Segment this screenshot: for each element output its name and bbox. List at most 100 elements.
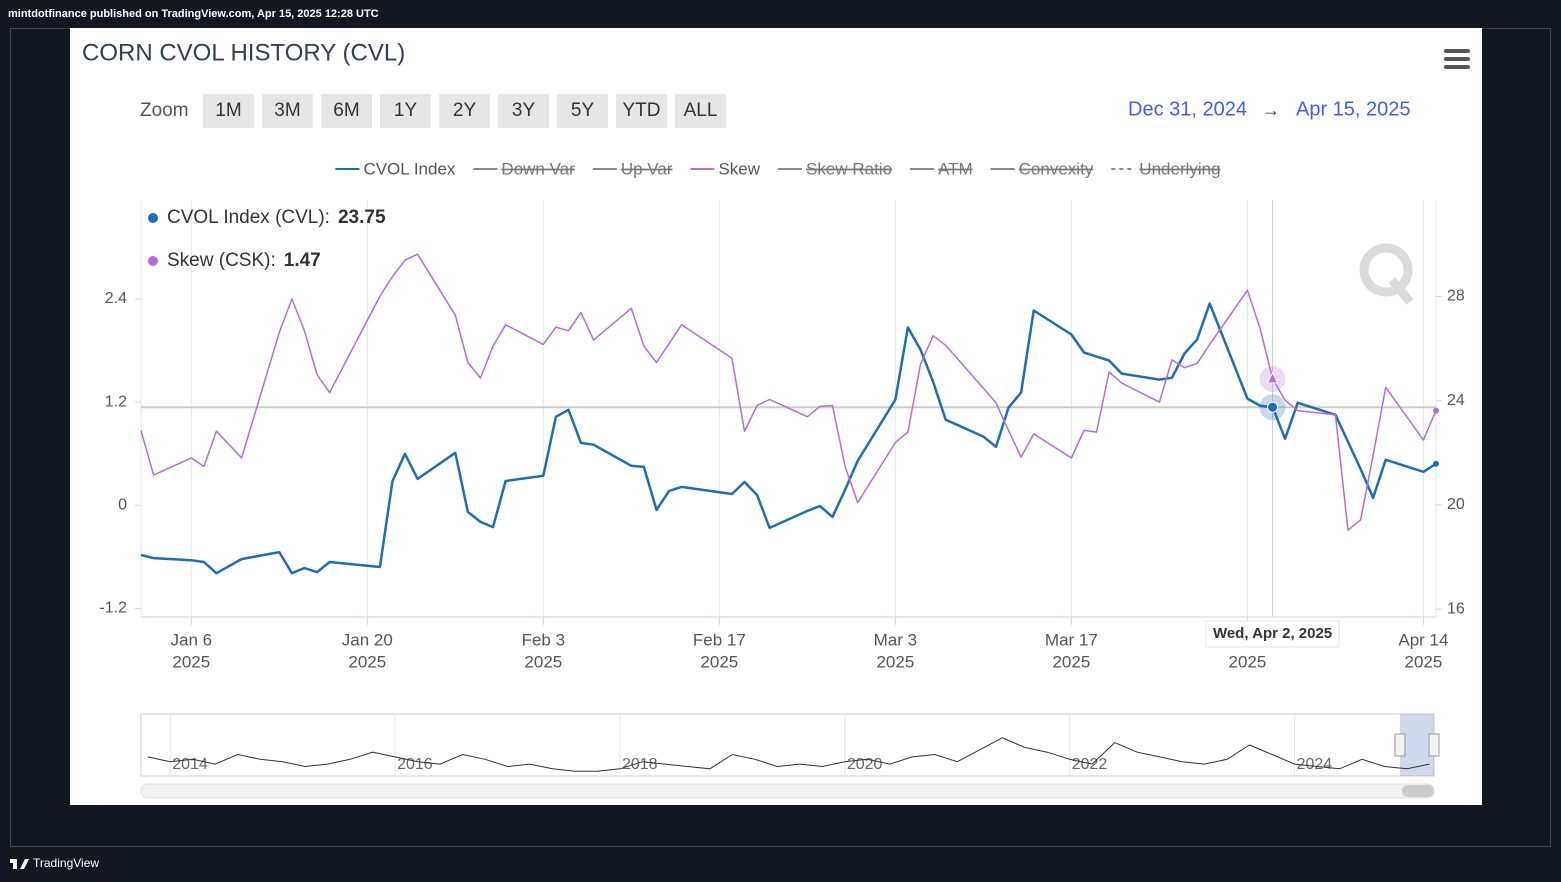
end-marker (1433, 460, 1439, 467)
watermark (1359, 243, 1414, 305)
menu-button[interactable] (1444, 49, 1470, 69)
zoom-button[interactable]: 1Y (380, 94, 431, 128)
range-sep: → (1262, 100, 1280, 120)
hover-marker (1266, 371, 1279, 384)
watermark-ring (1359, 243, 1413, 297)
navigator-tick-label: 2022 (1072, 756, 1108, 773)
zoom-button-label: 5Y (571, 100, 595, 121)
tooltip-series-label: Skew (CSK): (167, 250, 276, 271)
tooltip-date-box (1205, 620, 1340, 648)
legend-item[interactable]: CVOL Index (335, 159, 456, 178)
zoom-button-bg (380, 94, 431, 128)
tooltip-series-label: CVOL Index (CVL): (167, 207, 330, 228)
legend-item[interactable]: Skew Ratio (778, 159, 892, 178)
zoom-button[interactable]: ALL (675, 94, 726, 128)
series-line (140, 253, 1437, 531)
tradingview-logo (10, 859, 29, 869)
x-tick-year: 2025 (172, 652, 210, 671)
zoom-button-bg (557, 94, 608, 128)
zoom-button[interactable]: 6M (321, 94, 372, 128)
scrollbar-track[interactable] (140, 783, 1435, 799)
legend-label: Down Var (501, 159, 575, 178)
legend-label: Underlying (1139, 159, 1220, 178)
x-tick-label: Mar 3 (874, 630, 917, 649)
zoom-button-bg (616, 94, 667, 128)
zoom-button-label: 3M (274, 100, 300, 121)
zoom-button-label: 3Y (512, 100, 536, 121)
zoom-button-label: YTD (623, 100, 661, 121)
zoom-button[interactable]: 1M (203, 94, 254, 128)
tooltip-date: Wed, Apr 2, 2025 (1213, 625, 1332, 642)
range-from: Dec 31, 2024 (1128, 98, 1247, 120)
zoom-button-label: 2Y (453, 100, 477, 121)
legend-item[interactable]: Convexity (990, 159, 1094, 178)
zoom-button-bg (321, 94, 372, 128)
menu-bar (1444, 49, 1470, 53)
x-tick-label: Jan 20 (342, 630, 393, 649)
zoom-button[interactable]: YTD (616, 94, 667, 128)
legend-label: Skew (718, 159, 760, 178)
x-tick-label: Apr 14 (1398, 630, 1448, 649)
footer-brand: TradingView (33, 856, 99, 870)
y-tick-label: 1.2 (105, 393, 127, 410)
navigator-tick-label: 2018 (622, 756, 658, 773)
zoom-button-bg (439, 94, 490, 128)
zoom-button-bg (498, 94, 549, 128)
legend-label: Up Var (621, 159, 673, 178)
scrollbar-thumb[interactable] (1402, 785, 1434, 797)
legend-item[interactable]: Up Var (592, 159, 673, 178)
zoom-button[interactable]: 2Y (439, 94, 490, 128)
navigator-tick-label: 2014 (172, 756, 208, 773)
end-marker (1433, 407, 1439, 414)
x-tick-year: 2025 (876, 652, 914, 671)
logo-part (13, 859, 17, 869)
zoom-button-label: 1M (215, 100, 241, 121)
x-tick-year: 2025 (524, 652, 562, 671)
menu-bar (1444, 57, 1470, 61)
legend-label: ATM (938, 159, 973, 178)
tooltip-value: 1.47 (284, 250, 321, 271)
navigator-tick-label: 2016 (397, 756, 433, 773)
publish-header: mintdotfinance published on TradingView.… (8, 8, 379, 20)
x-tick-label: Mar 17 (1045, 630, 1098, 649)
legend-label: CVOL Index (363, 159, 455, 178)
zoom-button-bg (203, 94, 254, 128)
y2-tick-label: 16 (1447, 600, 1465, 617)
legend-item[interactable]: ATM (910, 159, 973, 178)
x-tick-year: 2025 (1228, 652, 1266, 671)
navigator-handle[interactable] (1394, 733, 1406, 757)
logo-part (20, 859, 29, 869)
navigator-selection[interactable] (1400, 714, 1434, 776)
tooltip-dot (148, 213, 158, 223)
menu-bar (1444, 65, 1470, 69)
x-tick-year: 2025 (700, 652, 738, 671)
zoom-label: Zoom (140, 100, 189, 121)
legend-label: Skew Ratio (806, 159, 892, 178)
chart-title: CORN CVOL HISTORY (CVL) (82, 39, 405, 66)
zoom-button[interactable]: 5Y (557, 94, 608, 128)
navigator-tick-label: 2024 (1297, 756, 1333, 773)
y2-tick-label: 28 (1447, 288, 1465, 305)
x-tick-year: 2025 (348, 652, 386, 671)
zoom-button-bg (675, 94, 726, 128)
x-tick-label: Feb 3 (522, 630, 565, 649)
hover-marker (1267, 401, 1279, 413)
navigator-handle[interactable] (1428, 733, 1440, 757)
legend-item[interactable]: Down Var (473, 159, 575, 178)
series-line (140, 302, 1437, 575)
zoom-button[interactable]: 3Y (498, 94, 549, 128)
chart-area (70, 28, 1482, 805)
legend-item[interactable]: Underlying (1111, 159, 1221, 178)
legend-item[interactable]: Skew (690, 159, 761, 178)
zoom-button-label: 6M (333, 100, 359, 121)
zoom-button[interactable]: 3M (262, 94, 313, 128)
tooltip-dot (148, 256, 158, 266)
tooltip-value: 23.75 (338, 207, 386, 228)
y-tick-label: 2.4 (105, 290, 127, 307)
zoom-button-bg (262, 94, 313, 128)
zoom-button-label: 1Y (394, 100, 418, 121)
y2-tick-label: 24 (1447, 392, 1465, 409)
x-tick-year: 2025 (1052, 652, 1090, 671)
y-tick-label: -1.2 (99, 600, 127, 617)
